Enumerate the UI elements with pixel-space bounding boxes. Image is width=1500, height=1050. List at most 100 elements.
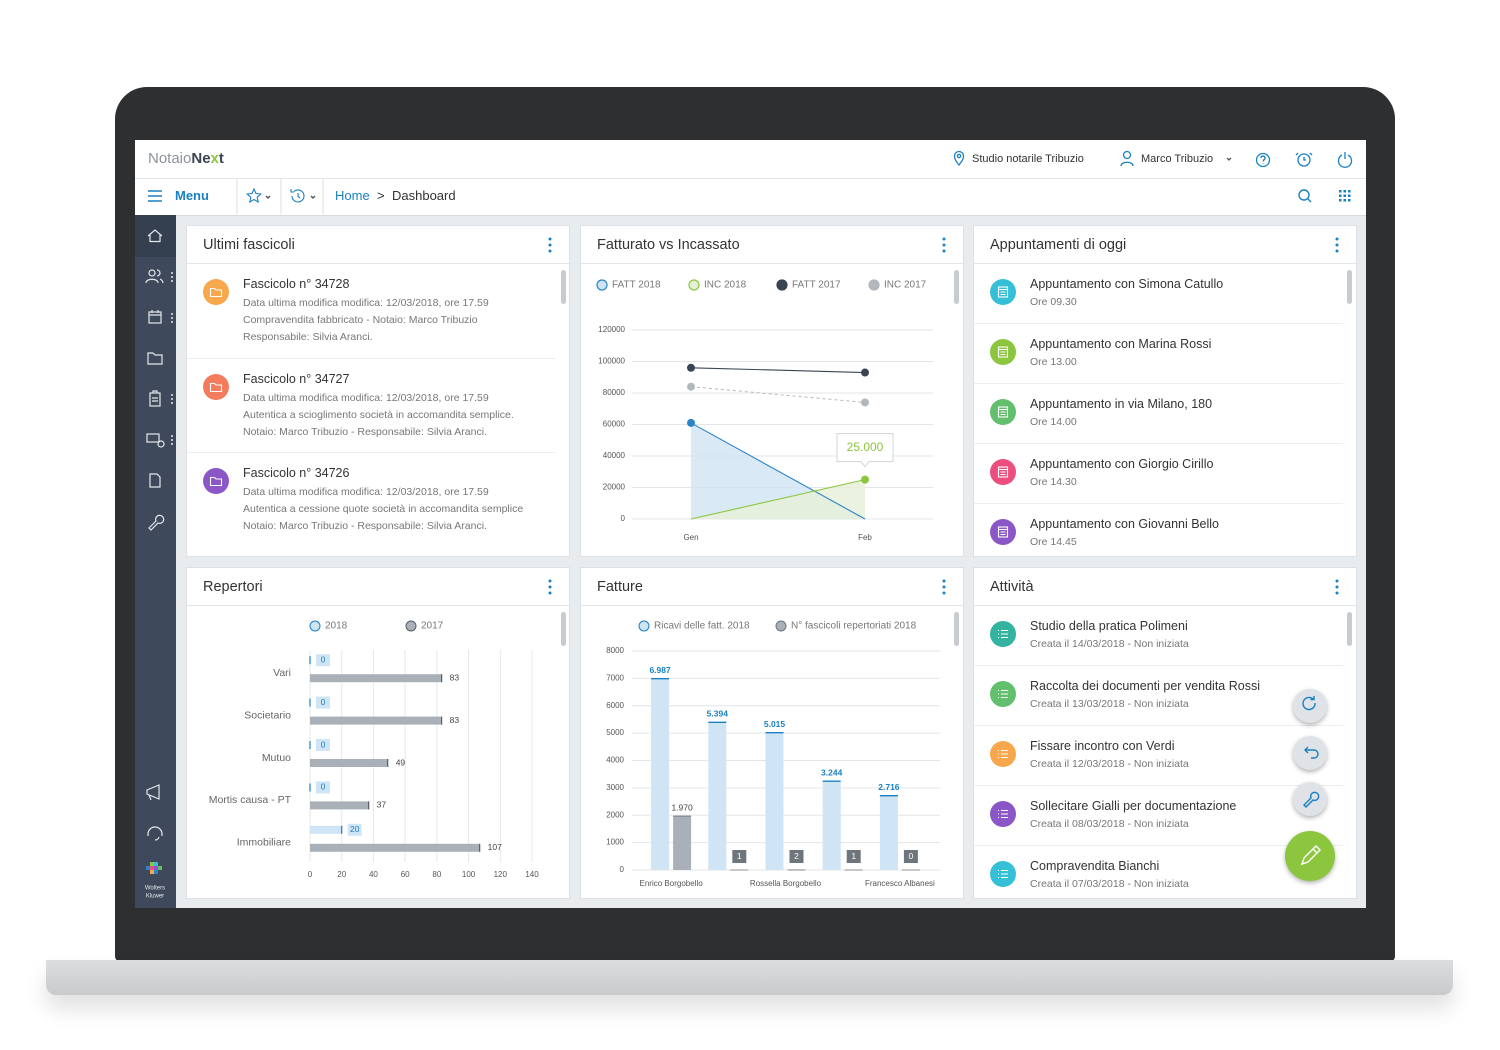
hamburger[interactable] xyxy=(148,190,162,202)
item-icon[interactable] xyxy=(990,459,1016,485)
alarm-icon[interactable] xyxy=(1297,153,1311,167)
caret xyxy=(1226,157,1232,161)
alarm-hands xyxy=(1295,152,1313,161)
item-title[interactable]: Fascicolo n° 34727 xyxy=(243,371,350,386)
value-label: 1.970 xyxy=(671,802,693,812)
y-tick-label: 5000 xyxy=(606,728,624,737)
scrollbar[interactable] xyxy=(1347,612,1352,646)
refresh-button[interactable] xyxy=(1293,689,1327,723)
kebab-menu[interactable] xyxy=(1334,579,1340,595)
laptop-base xyxy=(46,960,1453,995)
document-icon[interactable] xyxy=(149,473,161,488)
item-icon[interactable] xyxy=(990,339,1016,365)
item-icon[interactable] xyxy=(990,621,1016,647)
item-title[interactable]: Raccolta dei documenti per vendita Rossi xyxy=(1030,679,1260,693)
kebab-menu[interactable] xyxy=(547,237,553,253)
line xyxy=(690,386,866,403)
folder-icon[interactable] xyxy=(147,352,163,365)
kebab-menu[interactable] xyxy=(1334,237,1340,253)
item-icon[interactable] xyxy=(990,801,1016,827)
calendar-icon[interactable] xyxy=(148,311,162,324)
undo-button[interactable] xyxy=(1293,736,1327,770)
kebab-dot xyxy=(942,237,946,241)
dot xyxy=(171,313,173,315)
item-icon[interactable] xyxy=(990,399,1016,425)
item-icon[interactable] xyxy=(990,279,1016,305)
star-icon[interactable] xyxy=(245,187,263,204)
area xyxy=(691,422,865,519)
breadcrumb-home[interactable]: Home xyxy=(335,188,370,203)
item-title[interactable]: Sollecitare Gialli per documentazione xyxy=(1030,799,1237,813)
scrollbar[interactable] xyxy=(561,612,566,646)
scrollbar[interactable] xyxy=(1347,270,1352,304)
clipboard-icon[interactable] xyxy=(149,392,161,407)
item-subtitle: Ore 14.00 xyxy=(1030,416,1077,428)
home-icon[interactable] xyxy=(147,229,163,243)
apps-icon[interactable] xyxy=(1339,190,1351,202)
search-icon[interactable] xyxy=(1298,189,1310,201)
y-tick-label: Societario xyxy=(244,709,291,721)
glyph xyxy=(998,749,1008,759)
item-title[interactable]: Fascicolo n° 34728 xyxy=(243,277,350,291)
support-icon[interactable] xyxy=(147,826,163,841)
glyph xyxy=(209,287,223,298)
help-icon[interactable] xyxy=(1255,152,1271,168)
item-title[interactable]: Studio della pratica Polimeni xyxy=(1030,619,1188,633)
item-title[interactable]: Fascicolo n° 34726 xyxy=(243,466,350,480)
kebab-dot xyxy=(1335,591,1339,595)
item-title[interactable]: Appuntamento con Marina Rossi xyxy=(1030,337,1212,351)
item-icon[interactable] xyxy=(990,681,1016,707)
megaphone-icon[interactable] xyxy=(146,784,160,801)
history-icon[interactable] xyxy=(290,189,305,203)
item-icon[interactable] xyxy=(203,279,229,305)
kebab-menu[interactable] xyxy=(941,237,947,253)
menu-label[interactable]: Menu xyxy=(175,188,209,203)
item-title[interactable]: Compravendita Bianchi xyxy=(1030,859,1160,873)
item-icon[interactable] xyxy=(203,468,229,494)
item-title[interactable]: Appuntamento con Giorgio Cirillo xyxy=(1030,457,1214,471)
item-icon[interactable] xyxy=(990,861,1016,887)
fab-glyph xyxy=(1303,791,1320,808)
value-label: 6.987 xyxy=(649,665,671,675)
kebab-menu[interactable] xyxy=(941,579,947,595)
kebab-dot xyxy=(1335,237,1339,241)
kebab-menu[interactable] xyxy=(547,579,553,595)
item-icon[interactable] xyxy=(990,741,1016,767)
glyph xyxy=(209,476,223,487)
people-icon[interactable] xyxy=(148,269,156,277)
kebab-dot xyxy=(548,585,552,589)
apps-dot xyxy=(1348,194,1351,197)
studio-name[interactable]: Studio notarile Tribuzio xyxy=(972,153,1084,165)
item-icon[interactable] xyxy=(990,519,1016,545)
user-name[interactable]: Marco Tribuzio xyxy=(1141,153,1214,165)
item-icon[interactable] xyxy=(203,373,229,400)
item-title[interactable]: Appuntamento con Giovanni Bello xyxy=(1030,517,1220,531)
x-tick-label: Feb xyxy=(858,533,872,542)
scrollbar[interactable] xyxy=(954,612,959,646)
scrollbar[interactable] xyxy=(954,270,959,304)
item-title[interactable]: Appuntamento con Simona Catullo xyxy=(1030,277,1224,291)
legend-marker xyxy=(309,620,321,632)
bar xyxy=(708,722,727,870)
dot xyxy=(171,443,173,445)
icon-glyph xyxy=(998,689,1008,699)
bar xyxy=(651,678,670,870)
edit-button[interactable] xyxy=(1285,831,1335,881)
money-icon[interactable] xyxy=(146,433,160,443)
dot xyxy=(171,280,173,282)
kebab-dot xyxy=(548,591,552,595)
scrollbar[interactable] xyxy=(561,270,566,304)
legend-marker xyxy=(638,620,650,632)
item-title[interactable]: Fissare incontro con Verdi xyxy=(1030,739,1175,753)
y-tick-label: Immobiliare xyxy=(237,837,291,849)
legend-label: 2018 xyxy=(325,621,348,632)
tools-button[interactable] xyxy=(1293,782,1327,816)
point xyxy=(687,382,695,391)
fab-glyph xyxy=(1300,845,1321,866)
power-icon[interactable] xyxy=(1337,152,1353,168)
item-title[interactable]: Appuntamento in via Milano, 180 xyxy=(1030,397,1213,411)
legend-marker xyxy=(868,279,880,291)
value-label: 0 xyxy=(321,782,326,792)
wrench-icon[interactable] xyxy=(148,514,165,531)
glyph xyxy=(1302,696,1316,711)
